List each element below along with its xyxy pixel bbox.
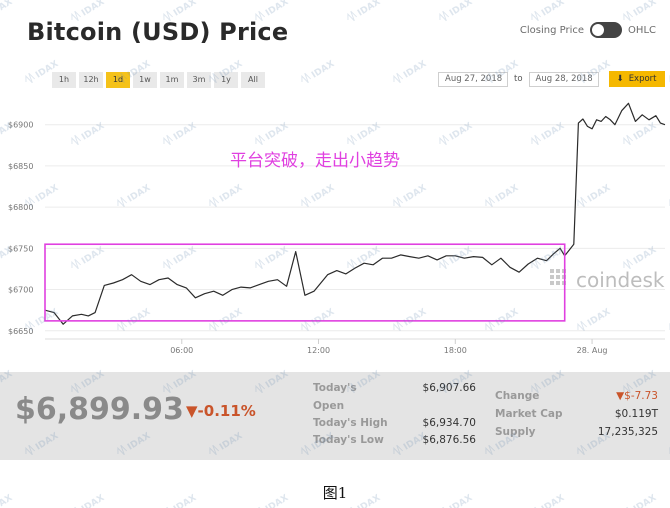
idax-watermark: IDAX xyxy=(0,0,14,19)
x-tick-label: 28. Aug xyxy=(577,346,608,355)
low-label: Today's Low xyxy=(313,434,384,446)
supply-value: 17,235,325 xyxy=(597,426,658,438)
export-label: Export xyxy=(628,74,657,84)
open-value: $6,907.66 xyxy=(422,382,476,394)
figure-caption: 图1 xyxy=(322,484,348,502)
x-tick-label: 06:00 xyxy=(170,346,193,355)
chart-annotation: 平台突破，走出小趋势 xyxy=(230,151,400,171)
y-tick-label: $6900 xyxy=(8,121,33,130)
download-arrow-icon: ⬇ xyxy=(616,74,624,84)
range-button-1h[interactable]: 1h xyxy=(52,72,76,88)
y-tick-label: $6800 xyxy=(8,203,33,212)
idax-watermark: IDAX xyxy=(347,0,382,22)
idax-watermark: IDAX xyxy=(439,0,474,22)
ohlc-label: OHLC xyxy=(628,24,656,36)
idax-logo-icon xyxy=(393,72,404,84)
price-mode-toggle: Closing Price OHLC xyxy=(520,22,656,38)
mode-switch[interactable] xyxy=(590,22,623,38)
current-price: $6,899.93 xyxy=(15,392,184,427)
range-selector: 1h 12h 1d 1w 1m 3m 1y All xyxy=(52,72,265,88)
coindesk-logo-dot xyxy=(556,275,560,279)
y-tick-label: $6850 xyxy=(8,162,33,171)
market-cap-label: Market Cap xyxy=(495,408,563,420)
coindesk-logo-dot xyxy=(556,269,560,273)
switch-knob xyxy=(592,24,605,36)
coindesk-logo-dot xyxy=(550,269,554,273)
market-cap-value: $0.119T xyxy=(614,408,658,420)
change-label: Change xyxy=(495,390,540,402)
idax-watermark-text: IDAX xyxy=(172,0,198,19)
coindesk-logo-dot xyxy=(550,281,554,285)
idax-watermark: IDAX xyxy=(393,59,428,84)
x-tick-label: 18:00 xyxy=(444,346,467,355)
date-range: Aug 27, 2018 to Aug 28, 2018 ⬇ Export xyxy=(438,71,665,87)
y-tick-label: $6650 xyxy=(8,327,33,336)
closing-price-label: Closing Price xyxy=(519,24,585,36)
idax-watermark: IDAX xyxy=(301,59,336,84)
low-value: $6,876.56 xyxy=(422,434,476,446)
idax-watermark-text: IDAX xyxy=(80,0,106,19)
idax-watermark-text: IDAX xyxy=(540,0,566,19)
range-button-3m[interactable]: 3m xyxy=(187,72,211,88)
y-tick-label: $6750 xyxy=(8,244,33,253)
range-button-all[interactable]: All xyxy=(241,72,265,88)
idax-watermark-text: IDAX xyxy=(448,0,474,19)
range-button-12h[interactable]: 12h xyxy=(79,72,103,88)
date-to-label: to xyxy=(514,74,523,84)
range-button-1y[interactable]: 1y xyxy=(214,72,238,88)
range-button-1d[interactable]: 1d xyxy=(106,72,130,88)
change-value: ▼$-7.73 xyxy=(616,390,658,402)
idax-watermark-text: IDAX xyxy=(356,0,382,19)
change-percent: ▼-0.11% xyxy=(186,402,256,420)
idax-logo-icon xyxy=(301,72,312,84)
idax-watermark-text: IDAX xyxy=(402,59,428,81)
date-to-input[interactable]: Aug 28, 2018 xyxy=(528,71,599,87)
idax-watermark-text: IDAX xyxy=(632,0,658,19)
open-label-line1: Today's xyxy=(313,382,357,394)
coindesk-watermark: coindesk xyxy=(550,268,665,292)
page-title: Bitcoin (USD) Price xyxy=(27,18,289,46)
open-label-line2: Open xyxy=(313,400,345,412)
coindesk-logo-dot xyxy=(556,281,560,285)
x-tick-label: 12:00 xyxy=(307,346,330,355)
idax-logo-icon xyxy=(25,72,36,84)
range-button-1m[interactable]: 1m xyxy=(160,72,184,88)
range-button-1w[interactable]: 1w xyxy=(133,72,157,88)
idax-logo-icon xyxy=(347,10,358,22)
high-value: $6,934.70 xyxy=(422,417,476,429)
stats-panel: $6,899.93 ▼-0.11% Today's Open $6,907.66… xyxy=(0,372,670,460)
export-button[interactable]: ⬇ Export xyxy=(608,71,665,87)
idax-logo-icon xyxy=(439,10,450,22)
y-tick-label: $6700 xyxy=(8,286,33,295)
coindesk-wordmark: coindesk xyxy=(576,268,665,292)
date-from-input[interactable]: Aug 27, 2018 xyxy=(438,71,508,87)
idax-watermark-text: IDAX xyxy=(0,0,14,19)
price-line xyxy=(44,102,666,325)
high-label: Today's High xyxy=(313,417,388,429)
coindesk-logo-dot xyxy=(550,275,554,279)
idax-watermark-text: IDAX xyxy=(310,59,336,81)
idax-watermark-text: IDAX xyxy=(264,0,290,19)
supply-label: Supply xyxy=(495,426,536,438)
consolidation-box xyxy=(44,243,566,322)
price-chart: $6900 $6850 $6800 $6750 $6700 $6650 06:00 12:00… xyxy=(8,102,666,355)
